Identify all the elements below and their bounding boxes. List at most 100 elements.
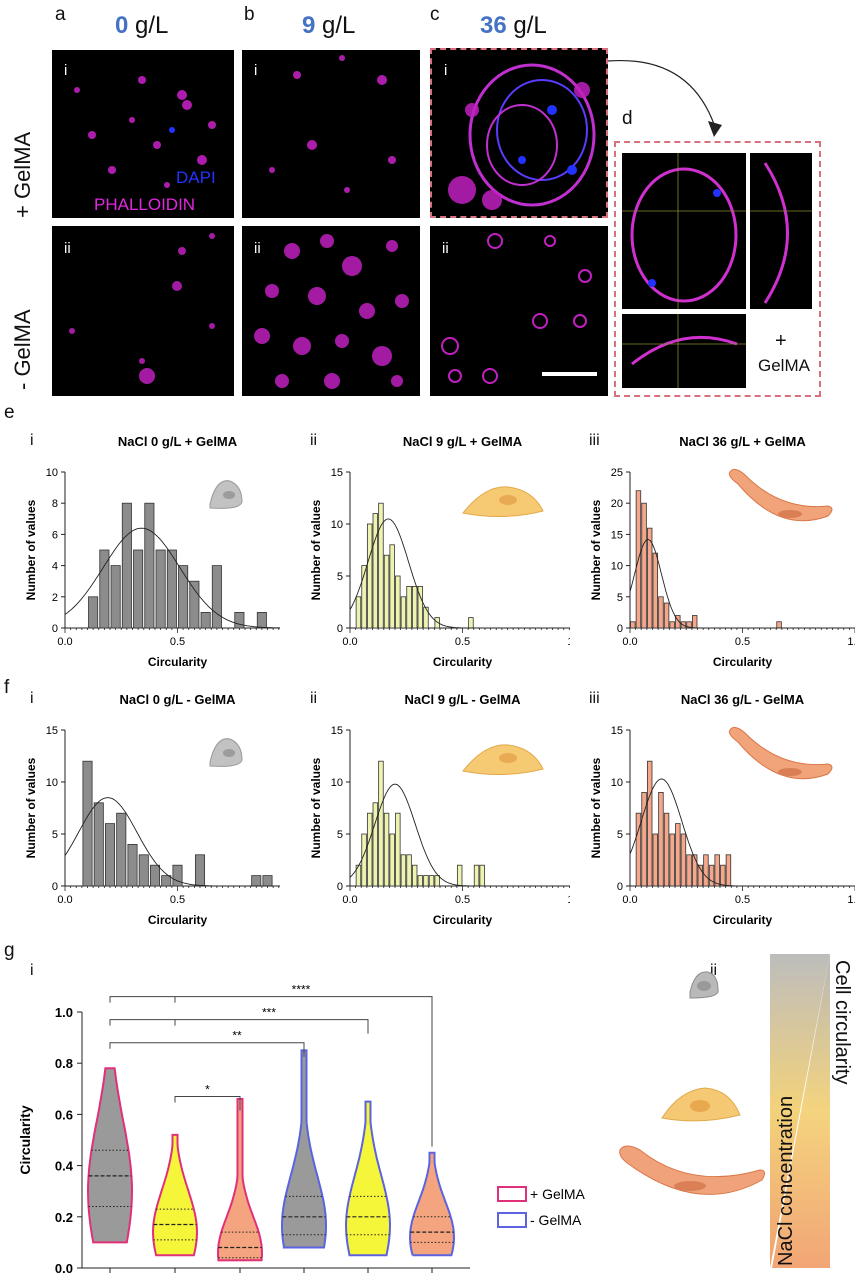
- histogram-bar: [423, 606, 429, 629]
- histogram-bar: [166, 549, 177, 629]
- histogram-bar: [172, 864, 183, 887]
- panel-d-gelma: GelMA: [758, 356, 810, 375]
- y-tick-label: 15: [331, 467, 343, 479]
- histogram-bar: [641, 792, 647, 887]
- histogram-bar: [428, 875, 435, 887]
- violin-shape: [151, 1133, 199, 1257]
- y-tick-label: 8: [52, 498, 58, 510]
- y-tick-label: 0.0: [55, 1261, 73, 1276]
- x-tick-label: 0: [300, 1278, 307, 1280]
- histogram-bar: [680, 833, 687, 887]
- histogram-bar: [630, 621, 636, 629]
- x-tick-label: 0: [106, 1278, 113, 1280]
- y-tick-label: 15: [611, 725, 623, 737]
- y-tick-label: 1.0: [55, 1005, 73, 1020]
- orange-cell-icon: [619, 1145, 766, 1195]
- histogram-bar: [121, 502, 132, 629]
- roman-label: i: [444, 62, 448, 79]
- y-tick-label: 10: [331, 777, 343, 789]
- y-tick-label: 10: [46, 467, 58, 479]
- histogram-bar: [411, 864, 418, 887]
- histogram-bar: [714, 854, 720, 887]
- histogram-bar: [691, 615, 698, 629]
- violin-shape: [216, 1098, 264, 1262]
- histogram-bar: [691, 854, 698, 887]
- chart-title: NaCl 9 g/L - GelMA: [404, 692, 521, 707]
- column-header-0: 0 g/L: [115, 12, 169, 39]
- histogram-bar: [389, 544, 395, 629]
- histogram-bar: [82, 760, 93, 887]
- histogram-bar: [663, 812, 670, 887]
- gaussian-fit-curve: [64, 527, 280, 629]
- y-tick-label: 0: [52, 623, 58, 635]
- panel-letter-e: e: [4, 402, 15, 423]
- roman-e-i: i: [30, 432, 34, 449]
- column-header-9: 9 g/L: [302, 12, 356, 39]
- cell-stain-image: [254, 234, 409, 389]
- chart-title: NaCl 9 g/L + GelMA: [403, 434, 523, 449]
- histogram-bar: [652, 833, 659, 887]
- micrograph-b-ii: ii: [242, 226, 420, 396]
- violin-legend: + GelMA - GelMA: [497, 1186, 586, 1228]
- x-axis-label: Circularity: [148, 655, 208, 669]
- panel-letter-g: g: [4, 940, 15, 961]
- panel-g-ii-schematic: NaCl concentration Cell circularity: [619, 954, 853, 1268]
- histogram-bar: [720, 864, 726, 887]
- roman-f-i: i: [30, 690, 34, 707]
- gray-cell-icon: [209, 480, 243, 509]
- chart-title: NaCl 0 g/L - GelMA: [119, 692, 236, 707]
- histogram-bar: [372, 802, 379, 887]
- x-tick-label: 0.0: [342, 636, 357, 648]
- histogram-bar: [703, 854, 709, 887]
- roman-label: i: [254, 62, 258, 79]
- histogram-bar: [234, 611, 245, 629]
- ring-stain-image: [750, 162, 812, 304]
- gaussian-fit-curve: [349, 518, 570, 629]
- histogram-bar: [434, 875, 440, 887]
- gaussian-fit-curve: [64, 797, 280, 887]
- yellow-cell-icon: [462, 744, 544, 776]
- roman-e-ii: ii: [310, 432, 318, 449]
- histogram-bar: [635, 812, 642, 887]
- cell-stain-image: [441, 233, 597, 384]
- micrograph-a-ii: ii: [52, 226, 234, 396]
- histogram-bar: [686, 854, 692, 887]
- orthogonal-view-xy: [622, 153, 746, 309]
- violin-shape: [408, 1151, 456, 1257]
- histogram-bar: [378, 760, 384, 887]
- roman-e-iii: iii: [589, 432, 600, 449]
- column-header-36: 36 g/L: [480, 12, 547, 39]
- histogram-bar: [686, 621, 692, 629]
- y-tick-label: 5: [337, 829, 343, 841]
- x-tick-label: 0.5: [170, 636, 185, 648]
- y-tick-label: 0.6: [55, 1107, 73, 1122]
- histogram-bar: [361, 565, 367, 629]
- concentration-gradient-triangle: [772, 954, 830, 1268]
- histogram-e-i: NaCl 0 g/L + GelMA02468100.00.51.0Circul…: [24, 434, 280, 669]
- x-axis-label: Circularity: [713, 913, 773, 927]
- x-tick-label: 0.0: [342, 894, 357, 906]
- zoom-arrow: [607, 59, 722, 137]
- histogram-bar: [262, 875, 273, 887]
- x-tick-label: 36: [233, 1278, 247, 1280]
- histogram-bar: [669, 621, 675, 629]
- significance-label: ***: [262, 1006, 276, 1020]
- significance-label: ****: [292, 983, 311, 997]
- significance-bracket: **: [109, 1029, 305, 1057]
- micrograph-a-i: i DAPI PHALLOIDIN: [52, 50, 234, 218]
- y-axis-label: Number of values: [309, 757, 323, 858]
- histogram-bar: [189, 580, 200, 629]
- x-tick-label: 0.5: [455, 636, 470, 648]
- gaussian-fit-curve: [629, 778, 855, 887]
- roman-f-ii: ii: [310, 690, 318, 707]
- gray-cell-icon: [209, 738, 243, 767]
- histogram-bar: [434, 617, 440, 629]
- y-axis-label: Number of values: [24, 499, 38, 600]
- x-axis-label: Circularity: [713, 655, 773, 669]
- panel-letter-d: d: [622, 108, 633, 129]
- histogram-bar: [658, 596, 664, 629]
- y-tick-label: 20: [611, 498, 623, 510]
- x-axis-label: Circularity: [148, 913, 208, 927]
- significance-bracket: ****: [109, 983, 433, 1147]
- histogram-bar: [725, 854, 732, 887]
